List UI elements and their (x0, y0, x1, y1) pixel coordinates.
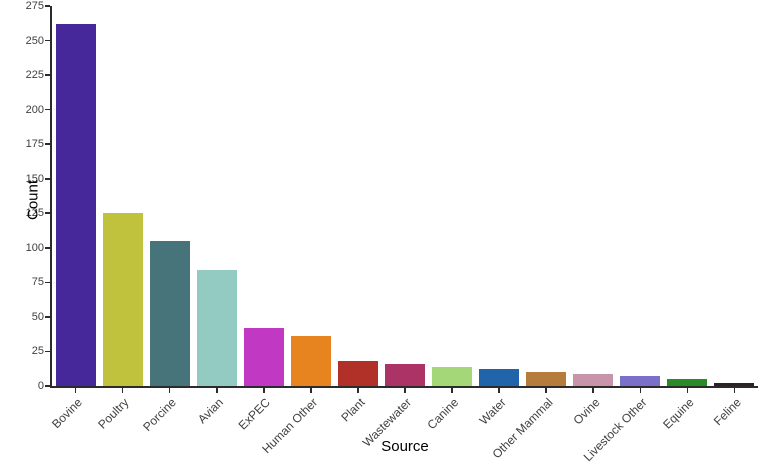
y-axis-title: Count (24, 179, 42, 221)
bar-porcine (149, 240, 190, 386)
bar-other-mammal (526, 372, 567, 386)
y-tick-label: 0 (37, 380, 44, 392)
y-tick-label: 75 (31, 276, 44, 289)
y-tick-mark (45, 350, 51, 353)
x-tick-mark (121, 387, 124, 393)
y-tick-label: 100 (25, 241, 44, 254)
bar-feline (714, 383, 755, 386)
y-tick-label: 25 (31, 345, 44, 358)
x-tick-mark (404, 387, 406, 393)
bar-plant (337, 361, 378, 386)
bar-avian (196, 269, 237, 386)
x-tick-mark (357, 387, 359, 393)
bar-ovine (573, 373, 614, 386)
x-tick-label-bovine: Bovine (48, 394, 85, 431)
y-tick-mark (45, 385, 51, 387)
bar-water (479, 369, 520, 386)
y-tick-mark (45, 177, 51, 180)
x-tick-label-canine: Canine (424, 394, 462, 432)
y-tick-mark (45, 108, 51, 111)
bar-livestock-other (620, 376, 661, 386)
x-tick-label-plant: Plant (337, 394, 368, 425)
x-tick-label-avian: Avian (194, 394, 226, 426)
y-tick-mark (45, 5, 51, 7)
x-axis-line (50, 386, 758, 388)
x-tick-mark (215, 387, 218, 393)
bar-equine (667, 379, 708, 386)
bar-poultry (102, 213, 143, 386)
y-axis-line (50, 6, 52, 388)
y-tick-mark (45, 39, 51, 42)
x-tick-label-expec: ExPEC (235, 394, 273, 433)
x-tick-label-poultry: Poultry (95, 394, 132, 432)
y-tick-label: 250 (25, 34, 44, 47)
y-tick-mark (45, 247, 51, 249)
bar-expec (243, 327, 284, 386)
y-tick-label: 125 (25, 207, 44, 220)
y-tick-mark (45, 143, 51, 145)
x-tick-mark (686, 387, 689, 393)
x-tick-label-water: Water (476, 394, 509, 428)
x-tick-mark (168, 387, 171, 393)
y-tick-label: 200 (25, 103, 44, 116)
x-tick-mark (545, 387, 547, 393)
x-tick-label-porcine: Porcine (140, 394, 179, 434)
y-tick-label: 275 (25, 0, 44, 12)
x-tick-mark (451, 387, 453, 393)
x-tick-mark (733, 387, 736, 393)
y-tick-mark (45, 316, 51, 318)
y-tick-label: 50 (31, 310, 44, 323)
x-tick-mark (263, 387, 265, 393)
bar-wastewater (385, 363, 425, 386)
y-tick-mark (45, 74, 51, 76)
y-tick-label: 225 (25, 69, 44, 82)
x-tick-mark (639, 387, 642, 393)
x-tick-mark (310, 387, 312, 393)
x-tick-mark (592, 387, 595, 393)
bar-bovine (55, 23, 96, 386)
bar-human-other (290, 336, 331, 386)
x-tick-mark (498, 387, 500, 393)
y-tick-mark (45, 281, 51, 284)
x-tick-label-ovine: Ovine (570, 394, 603, 427)
y-tick-mark (45, 212, 51, 215)
x-axis-title: Source (381, 438, 429, 455)
bar-canine (432, 366, 473, 386)
x-tick-label-equine: Equine (660, 394, 697, 432)
x-tick-mark (74, 387, 77, 393)
y-tick-label: 175 (25, 138, 44, 151)
x-tick-label-feline: Feline (710, 394, 744, 428)
y-tick-label: 150 (25, 172, 44, 185)
